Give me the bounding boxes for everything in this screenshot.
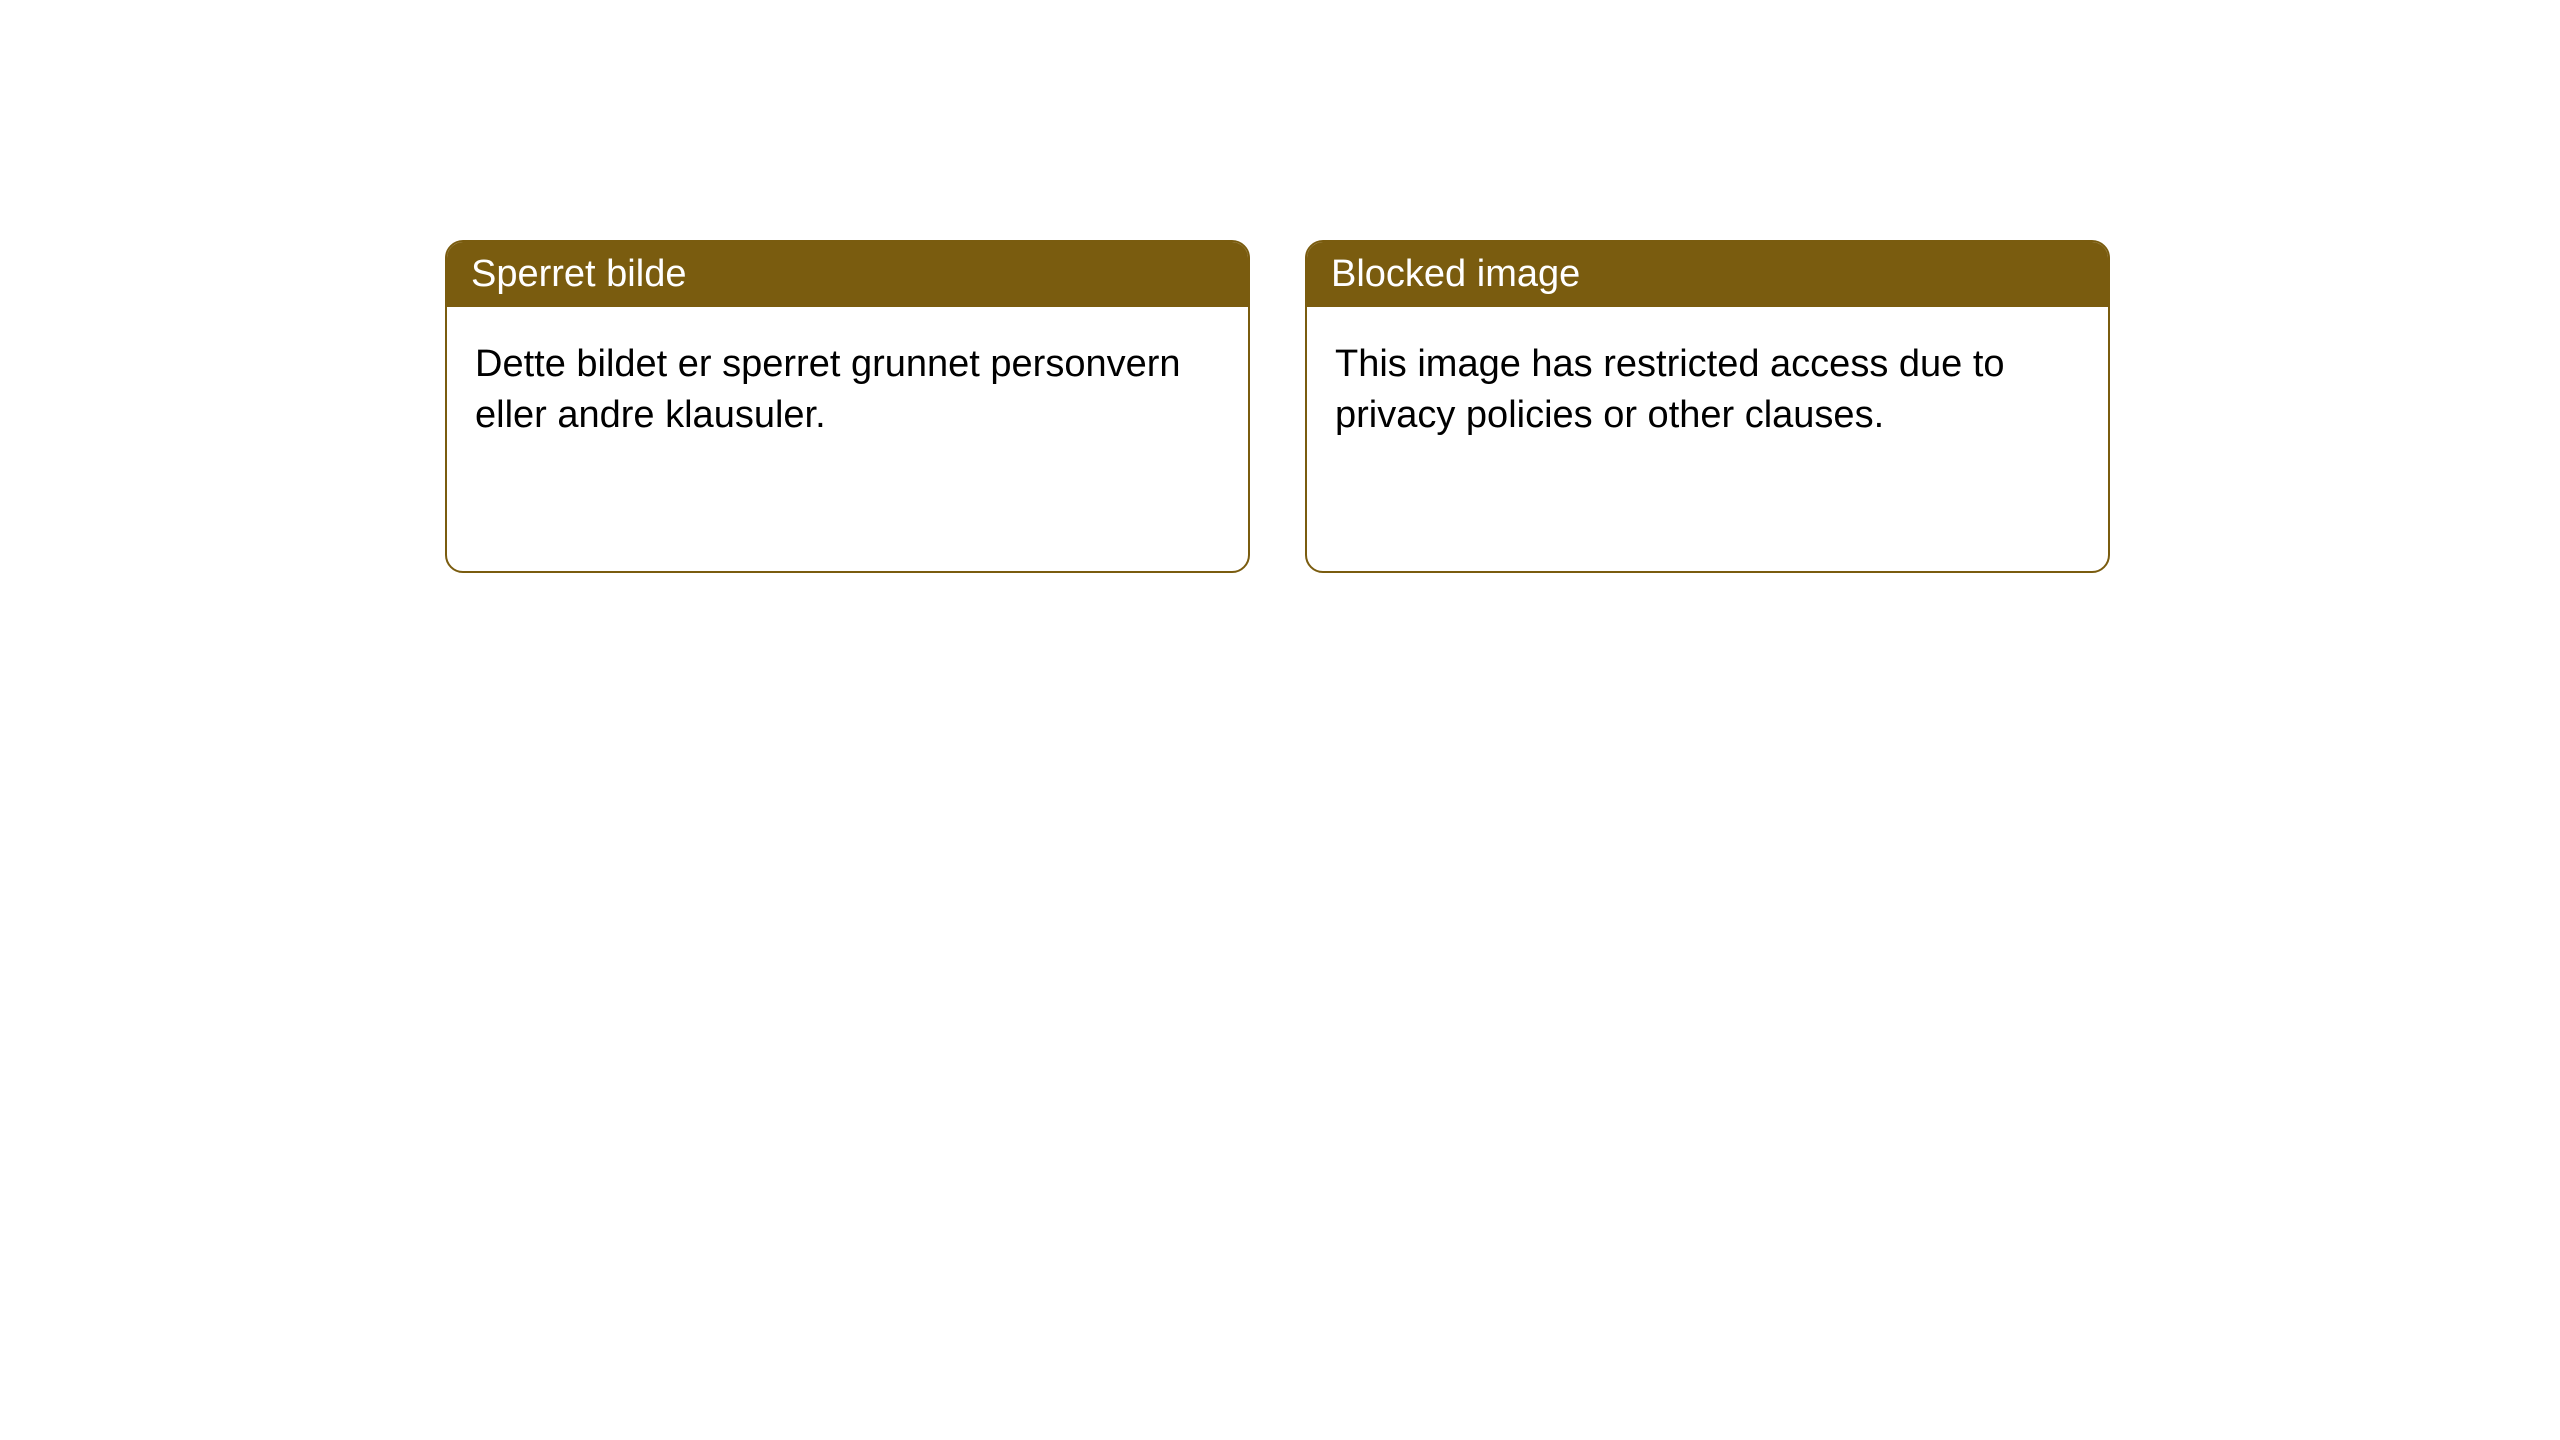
notice-container: Sperret bilde Dette bildet er sperret gr… (0, 0, 2560, 573)
notice-body: Dette bildet er sperret grunnet personve… (447, 307, 1248, 474)
notice-box-english: Blocked image This image has restricted … (1305, 240, 2110, 573)
notice-body: This image has restricted access due to … (1307, 307, 2108, 474)
notice-box-norwegian: Sperret bilde Dette bildet er sperret gr… (445, 240, 1250, 573)
notice-title: Sperret bilde (447, 242, 1248, 307)
notice-title: Blocked image (1307, 242, 2108, 307)
